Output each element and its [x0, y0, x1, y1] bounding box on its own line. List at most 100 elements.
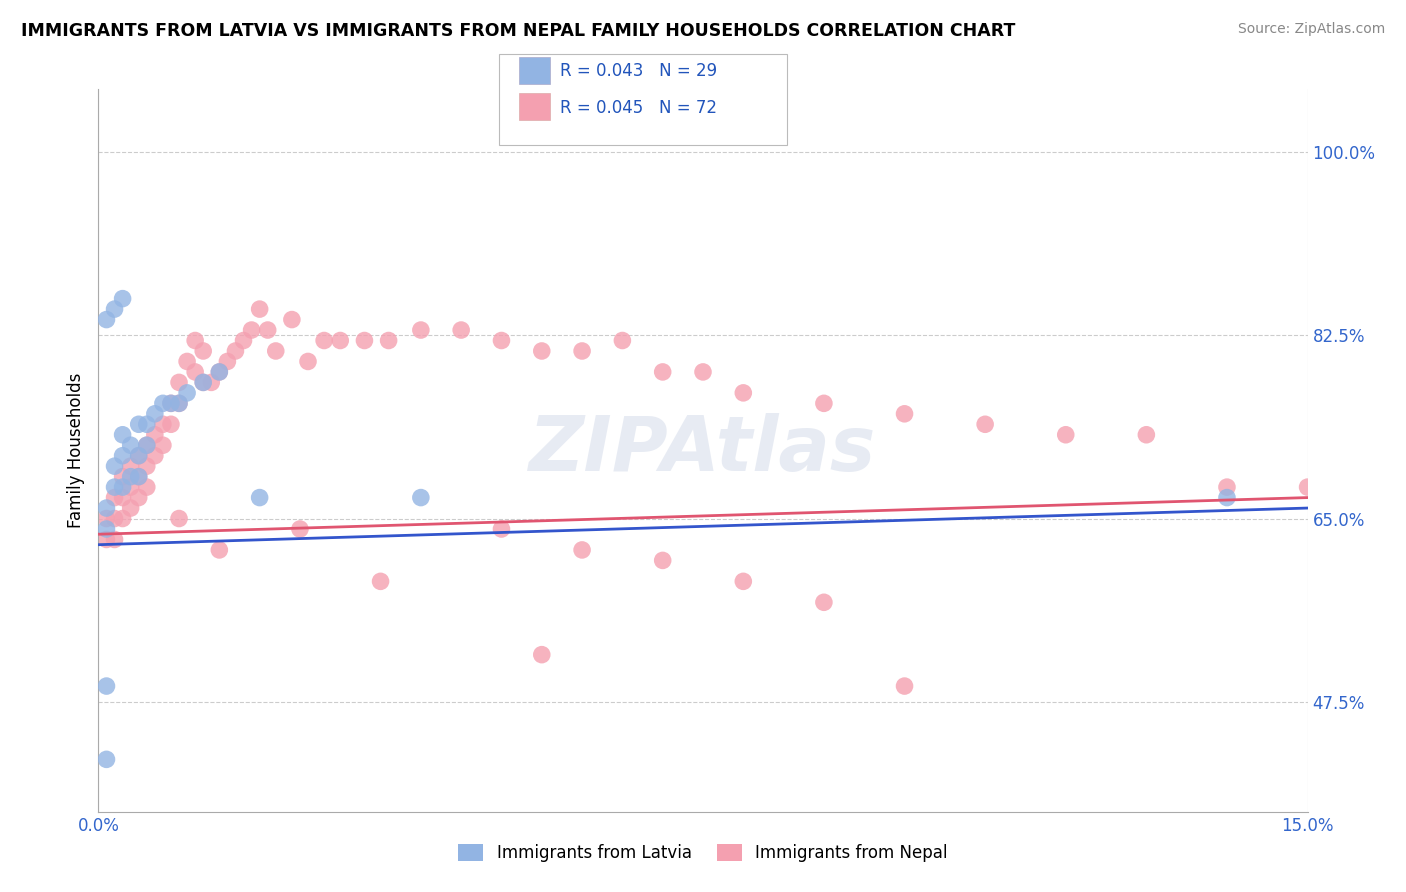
Point	[103, 302, 125, 317]
Point	[111, 469, 134, 483]
Point	[1135, 427, 1157, 442]
Point	[264, 343, 287, 358]
Point	[128, 449, 150, 463]
Point	[692, 365, 714, 379]
Point	[651, 365, 673, 379]
Point	[813, 595, 835, 609]
Point	[96, 522, 118, 536]
Point	[103, 480, 125, 494]
Point	[176, 354, 198, 368]
Point	[152, 417, 174, 432]
Point	[152, 396, 174, 410]
Point	[208, 365, 231, 379]
Point	[143, 449, 166, 463]
Point	[232, 334, 254, 348]
Point	[256, 323, 278, 337]
Point	[491, 334, 513, 348]
Y-axis label: Family Households: Family Households	[66, 373, 84, 528]
Point	[111, 480, 134, 494]
Text: IMMIGRANTS FROM LATVIA VS IMMIGRANTS FROM NEPAL FAMILY HOUSEHOLDS CORRELATION CH: IMMIGRANTS FROM LATVIA VS IMMIGRANTS FRO…	[21, 22, 1015, 40]
Point	[120, 501, 142, 516]
Point	[193, 376, 215, 390]
Point	[135, 438, 157, 452]
Point	[208, 543, 231, 558]
Point	[612, 334, 634, 348]
Point	[240, 323, 263, 337]
Point	[120, 438, 142, 452]
Point	[128, 469, 150, 483]
Point	[152, 438, 174, 452]
Point	[135, 417, 157, 432]
Point	[893, 407, 915, 421]
Point	[733, 385, 755, 400]
Point	[96, 533, 118, 547]
Point	[314, 334, 336, 348]
Point	[103, 491, 125, 505]
Point	[184, 334, 207, 348]
Point	[96, 752, 118, 766]
Point	[135, 438, 157, 452]
Point	[249, 491, 271, 505]
Point	[409, 491, 432, 505]
Point	[974, 417, 997, 432]
Point	[1296, 480, 1319, 494]
Point	[111, 427, 134, 442]
Point	[224, 343, 246, 358]
Point	[193, 376, 215, 390]
Point	[1054, 427, 1077, 442]
Point	[893, 679, 915, 693]
Point	[120, 459, 142, 474]
Legend: Immigrants from Latvia, Immigrants from Nepal: Immigrants from Latvia, Immigrants from …	[451, 837, 955, 869]
Point	[160, 396, 183, 410]
Point	[571, 343, 593, 358]
Point	[167, 396, 190, 410]
Point	[111, 491, 134, 505]
Point	[813, 396, 835, 410]
Point	[96, 501, 118, 516]
Point	[167, 511, 190, 525]
Point	[571, 543, 593, 558]
Point	[96, 312, 118, 326]
Point	[1216, 491, 1239, 505]
Point	[530, 648, 553, 662]
Point	[143, 427, 166, 442]
Point	[491, 522, 513, 536]
Point	[297, 354, 319, 368]
Text: Source: ZipAtlas.com: Source: ZipAtlas.com	[1237, 22, 1385, 37]
Point	[103, 459, 125, 474]
Point	[167, 396, 190, 410]
Point	[409, 323, 432, 337]
Point	[200, 376, 222, 390]
Point	[184, 365, 207, 379]
Point	[160, 396, 183, 410]
Point	[370, 574, 392, 589]
Point	[208, 365, 231, 379]
Point	[288, 522, 311, 536]
Point	[193, 343, 215, 358]
Point	[111, 292, 134, 306]
Point	[143, 407, 166, 421]
Point	[96, 679, 118, 693]
Point	[103, 533, 125, 547]
Text: R = 0.043   N = 29: R = 0.043 N = 29	[560, 62, 717, 79]
Point	[651, 553, 673, 567]
Point	[128, 417, 150, 432]
Point	[128, 449, 150, 463]
Point	[111, 449, 134, 463]
Point	[1216, 480, 1239, 494]
Text: ZIPAtlas: ZIPAtlas	[529, 414, 877, 487]
Point	[281, 312, 304, 326]
Point	[96, 511, 118, 525]
Text: R = 0.045   N = 72: R = 0.045 N = 72	[560, 99, 717, 117]
Point	[530, 343, 553, 358]
Point	[128, 469, 150, 483]
Point	[135, 459, 157, 474]
Point	[450, 323, 472, 337]
Point	[120, 469, 142, 483]
Point	[733, 574, 755, 589]
Point	[160, 417, 183, 432]
Point	[103, 511, 125, 525]
Point	[353, 334, 375, 348]
Point	[135, 480, 157, 494]
Point	[377, 334, 399, 348]
